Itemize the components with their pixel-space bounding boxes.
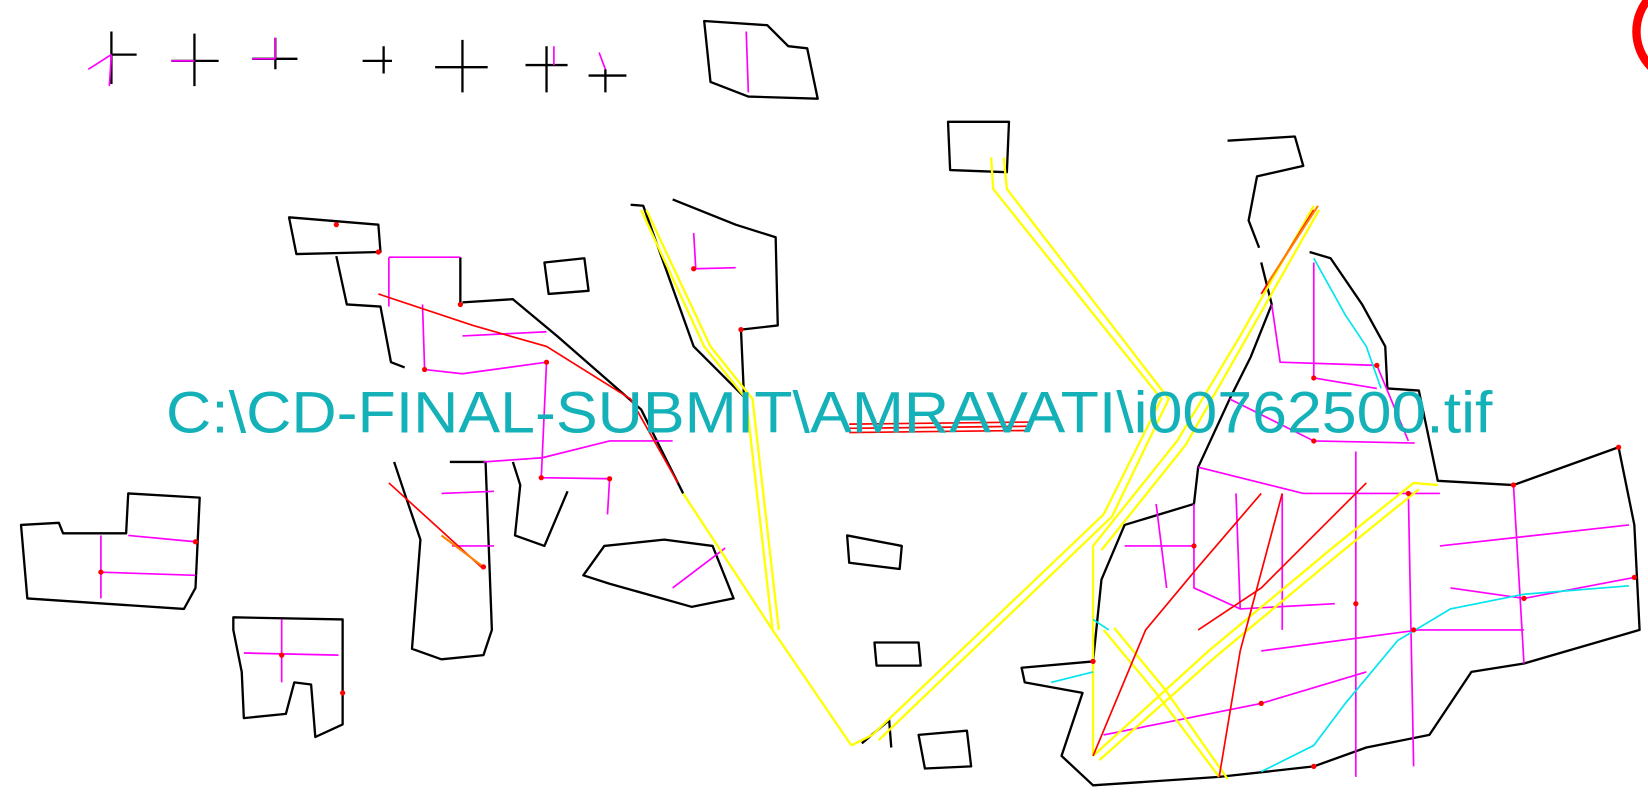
parcels-east <box>641 136 1639 785</box>
legend-symbols <box>88 31 626 92</box>
page: C:\CD-FINAL-SUBMIT\AMRAVATI\i00762500.ti… <box>0 0 1648 800</box>
corner-stamp <box>1636 0 1648 82</box>
file-label: C:\CD-FINAL-SUBMIT\AMRAVATI\i00762500.ti… <box>166 381 1493 446</box>
survey-points <box>98 222 1637 769</box>
parcels-west <box>21 21 1009 737</box>
map: C:\CD-FINAL-SUBMIT\AMRAVATI\i00762500.ti… <box>0 0 1648 800</box>
